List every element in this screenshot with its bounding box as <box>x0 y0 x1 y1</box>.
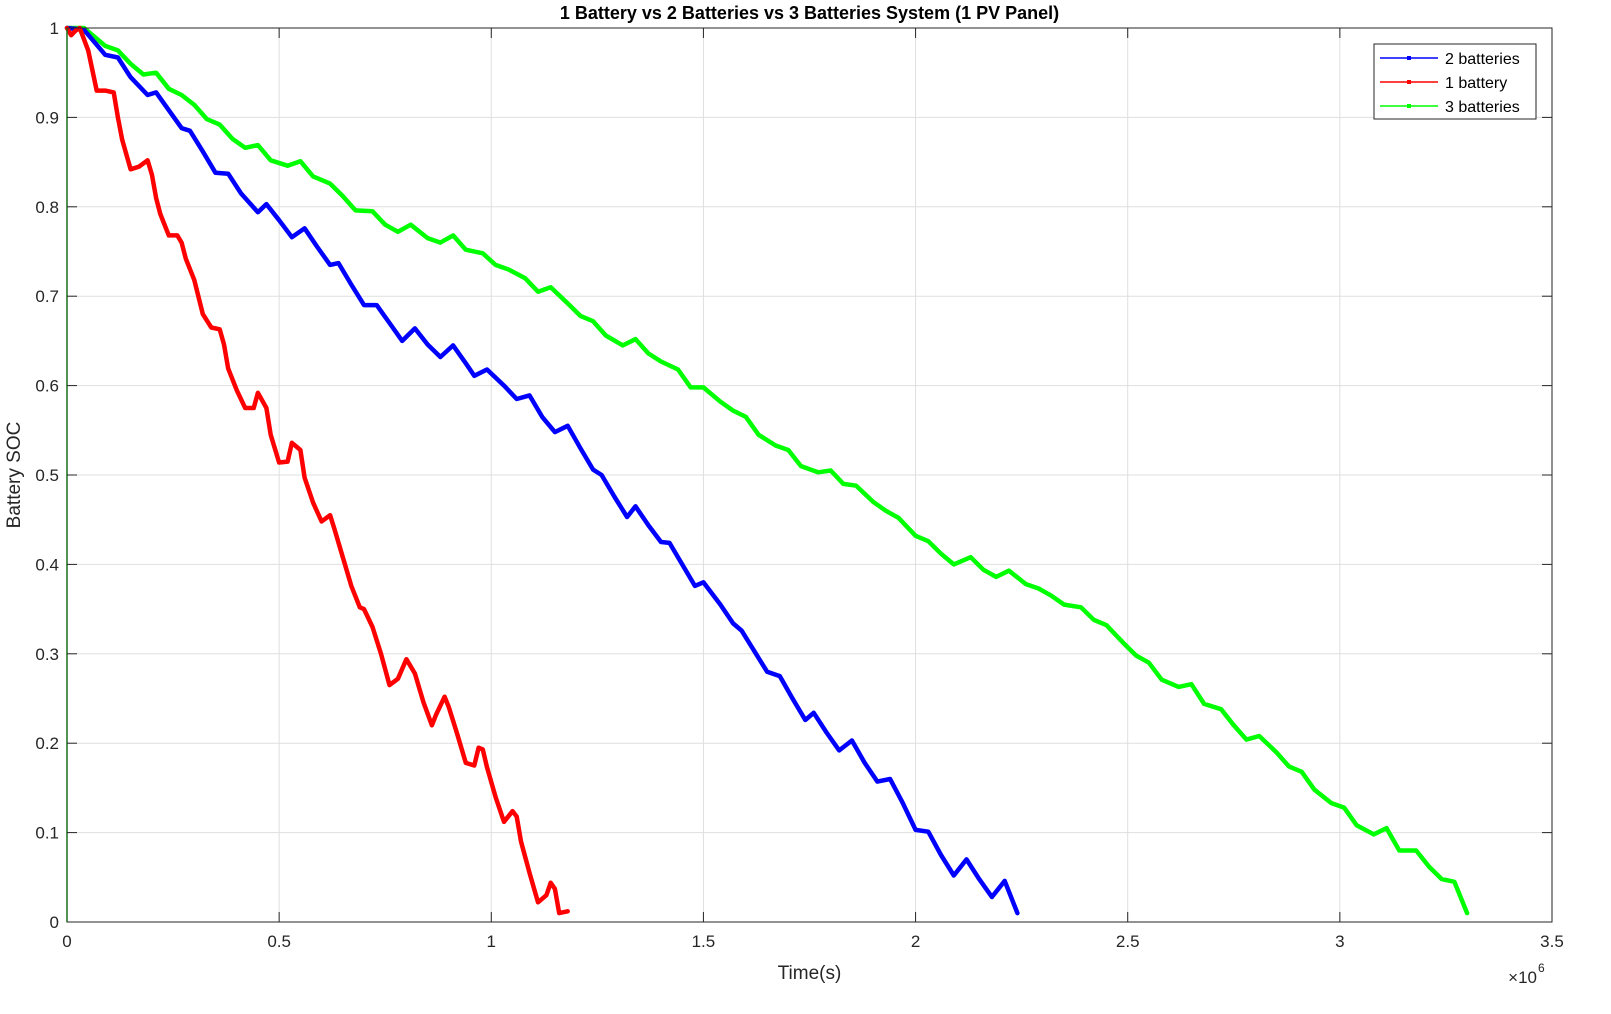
series-line-2-batteries <box>64 25 1020 916</box>
y-tick-label: 0.3 <box>35 645 59 664</box>
y-tick-label: 0.4 <box>35 555 59 574</box>
x-axis-label: Time(s) <box>778 963 842 984</box>
legend-marker <box>1407 80 1411 84</box>
x-tick-label: 0.5 <box>267 932 291 951</box>
x-tick-label: 2 <box>911 932 920 951</box>
series-line-3-batteries <box>64 25 1470 916</box>
y-tick-label: 0.2 <box>35 734 59 753</box>
y-tick-label: 0.9 <box>35 108 59 127</box>
x-exponent-power: 6 <box>1538 961 1545 975</box>
x-exponent-base: ×10 <box>1508 968 1537 987</box>
legend-label: 2 batteries <box>1445 51 1520 68</box>
x-tick-label: 1 <box>487 932 496 951</box>
y-axis-ticks: 0 0.1 0.2 0.3 0.4 0.5 0.6 0.7 0.8 0.9 1 <box>35 19 1552 932</box>
legend-marker <box>1407 104 1411 108</box>
y-tick-label: 0 <box>50 913 59 932</box>
series-line-1-battery <box>64 25 570 916</box>
y-tick-label: 0.1 <box>35 824 59 843</box>
x-axis-exponent: ×10 6 <box>1508 961 1545 987</box>
chart-title: 1 Battery vs 2 Batteries vs 3 Batteries … <box>560 3 1059 23</box>
legend-label: 3 batteries <box>1445 99 1520 116</box>
y-tick-label: 0.5 <box>35 466 59 485</box>
y-tick-label: 0.6 <box>35 377 59 396</box>
legend-label: 1 battery <box>1445 75 1507 92</box>
x-tick-label: 2.5 <box>1116 932 1140 951</box>
x-tick-label: 0 <box>62 932 71 951</box>
y-axis-label: Battery SOC <box>4 422 25 529</box>
y-tick-label: 0.7 <box>35 287 59 306</box>
x-tick-label: 3 <box>1335 932 1344 951</box>
x-axis-ticks: 0 0.5 1 1.5 2 2.5 3 3.5 <box>62 28 1564 951</box>
y-tick-label: 0.8 <box>35 198 59 217</box>
legend: 2 batteries 1 battery 3 batteries <box>1373 43 1537 120</box>
legend-marker <box>1407 56 1411 60</box>
x-tick-label: 1.5 <box>692 932 716 951</box>
x-tick-label: 3.5 <box>1540 932 1564 951</box>
y-tick-label: 1 <box>50 19 59 38</box>
